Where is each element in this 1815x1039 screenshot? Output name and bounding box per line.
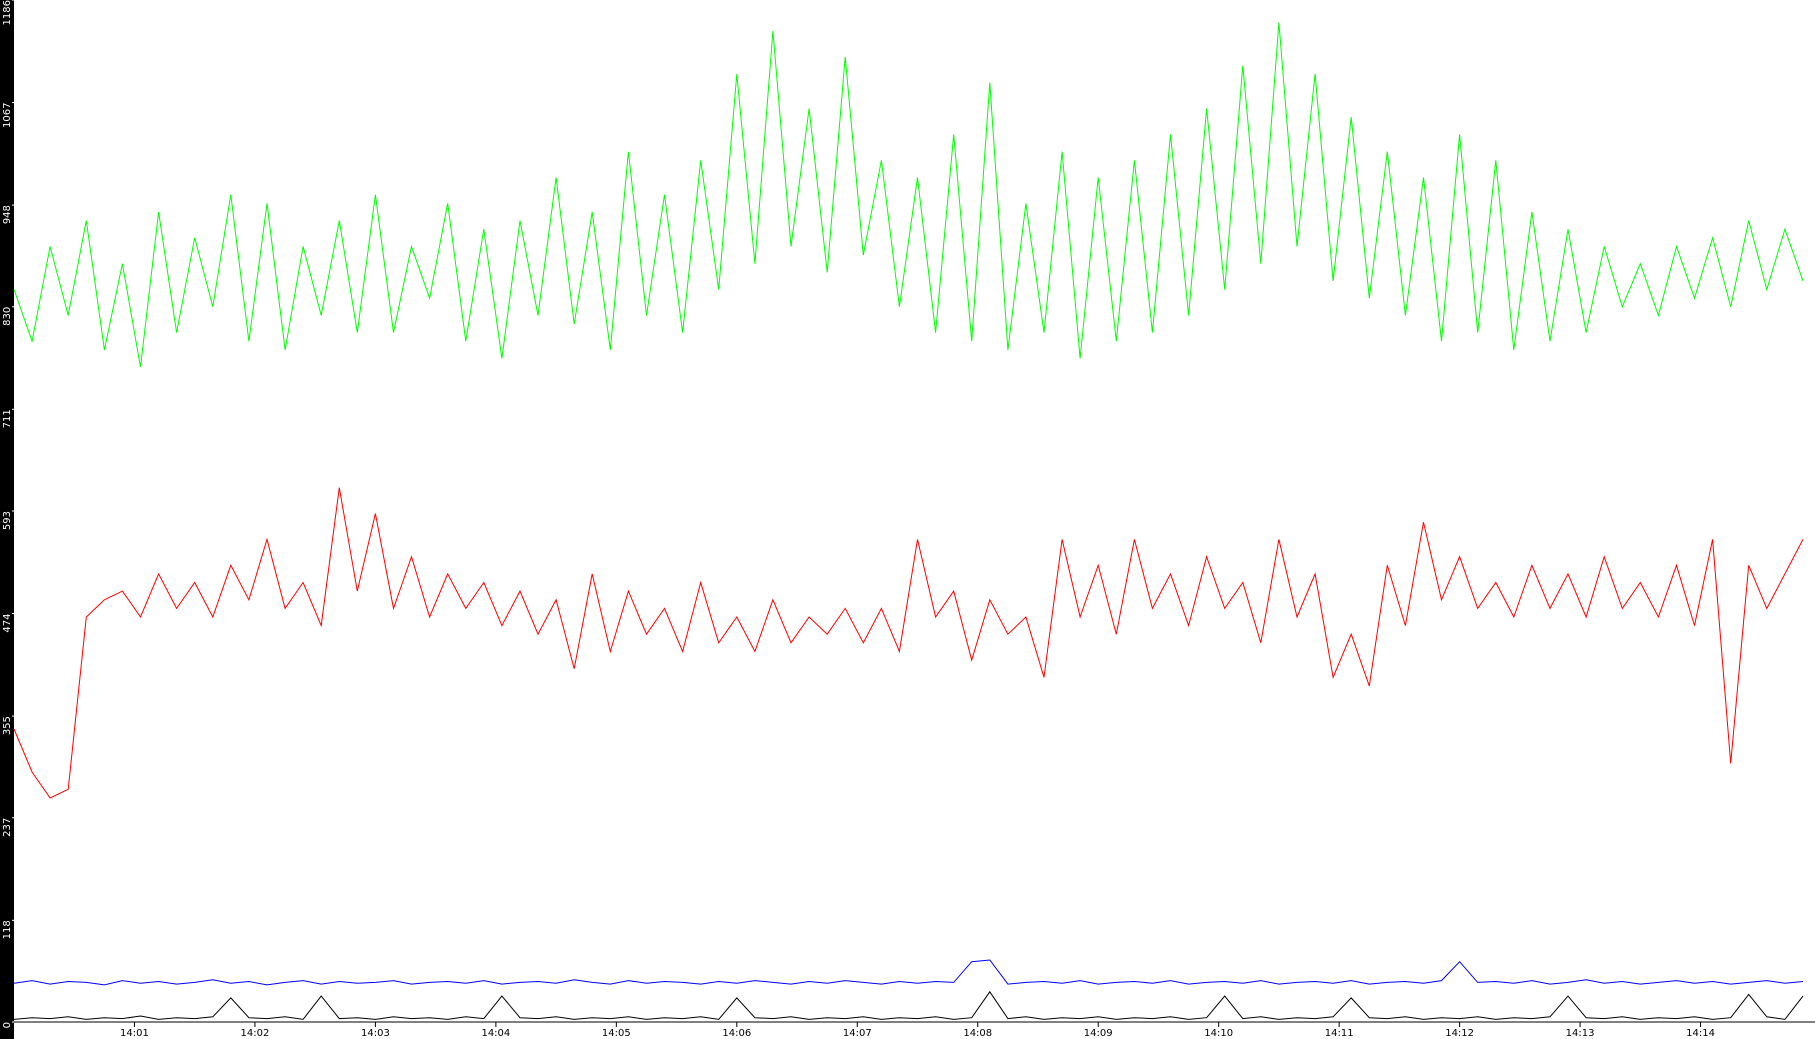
y-tick-label: 0 [2,1022,13,1028]
y-axis-strip [0,0,14,1039]
x-tick-label: 14:01 [120,1028,149,1039]
x-tick-label: 14:08 [963,1028,992,1039]
y-tick-label: 118 [2,920,13,939]
x-tick-label: 14:02 [241,1028,270,1039]
x-tick-label: 14:14 [1686,1028,1715,1039]
series-line [13,22,1804,368]
series-line [13,990,1804,1020]
x-tick-label: 14:13 [1566,1028,1595,1039]
x-tick-label: 14:06 [722,1028,751,1039]
series-line [13,959,1804,986]
y-tick-label: 474 [2,614,13,633]
x-tick-label: 14:04 [481,1028,510,1039]
x-tick-label: 14:09 [1084,1028,1113,1039]
series-line [13,487,1804,799]
y-tick-label: 711 [2,409,13,428]
x-tick-label: 14:07 [843,1028,872,1039]
y-tick-label: 830 [2,307,13,326]
y-tick-label: 1186 [2,0,13,25]
x-tick-label: 14:03 [361,1028,390,1039]
x-tick-label: 14:11 [1325,1028,1354,1039]
y-tick-label: 948 [2,205,13,224]
y-tick-label: 1067 [2,103,13,128]
x-tick-label: 14:10 [1204,1028,1233,1039]
y-tick-label: 593 [2,511,13,530]
x-tick-label: 14:05 [602,1028,631,1039]
y-tick-label: 237 [2,818,13,837]
y-tick-label: 355 [2,716,13,735]
x-tick-label: 14:12 [1445,1028,1474,1039]
